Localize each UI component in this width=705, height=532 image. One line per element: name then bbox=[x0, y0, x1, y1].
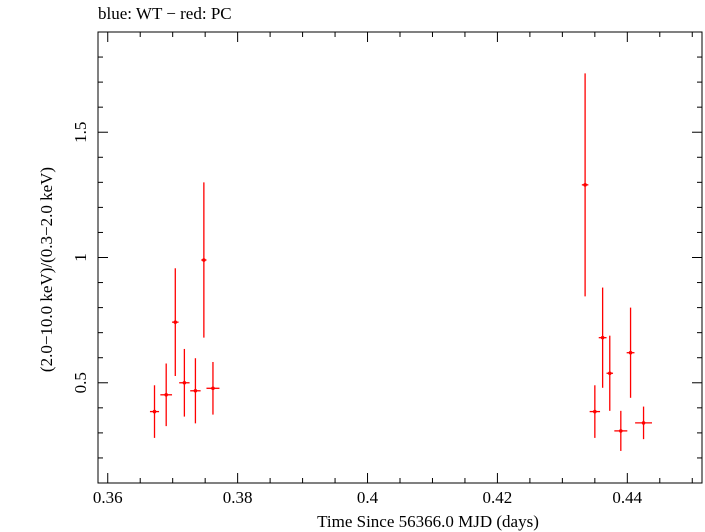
y-tick-label: 0.5 bbox=[71, 372, 90, 393]
data-point bbox=[182, 380, 187, 385]
data-point bbox=[164, 393, 168, 397]
x-tick-label: 0.36 bbox=[93, 488, 123, 507]
data-point bbox=[600, 335, 605, 340]
data-point bbox=[641, 421, 646, 425]
data-point bbox=[173, 320, 178, 324]
data-point bbox=[583, 183, 587, 187]
y-tick-label: 1.5 bbox=[71, 122, 90, 143]
y-tick-label: 1 bbox=[71, 253, 90, 262]
data-point bbox=[628, 350, 633, 355]
x-tick-label: 0.44 bbox=[612, 488, 642, 507]
data-point bbox=[193, 388, 198, 393]
x-tick-label: 0.38 bbox=[223, 488, 253, 507]
data-point bbox=[619, 429, 623, 433]
plot-frame bbox=[97, 31, 703, 484]
y-axis-label: (2.0−10.0 keV)/(0.3−2.0 keV) bbox=[37, 167, 56, 372]
chart-title: blue: WT − red: PC bbox=[98, 4, 232, 23]
data-point bbox=[152, 409, 157, 414]
data-point bbox=[211, 386, 215, 391]
data-point bbox=[202, 258, 206, 262]
x-tick-label: 0.42 bbox=[483, 488, 513, 507]
data-point bbox=[593, 409, 597, 414]
x-tick-label: 0.4 bbox=[357, 488, 379, 507]
data-point bbox=[607, 371, 612, 376]
x-axis-label: Time Since 56366.0 MJD (days) bbox=[317, 512, 539, 531]
